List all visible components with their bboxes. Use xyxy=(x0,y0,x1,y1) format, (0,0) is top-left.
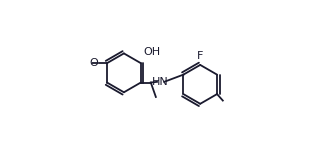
Text: F: F xyxy=(197,51,203,61)
Text: HN: HN xyxy=(152,77,169,87)
Text: O: O xyxy=(90,58,98,68)
Text: OH: OH xyxy=(144,47,161,57)
